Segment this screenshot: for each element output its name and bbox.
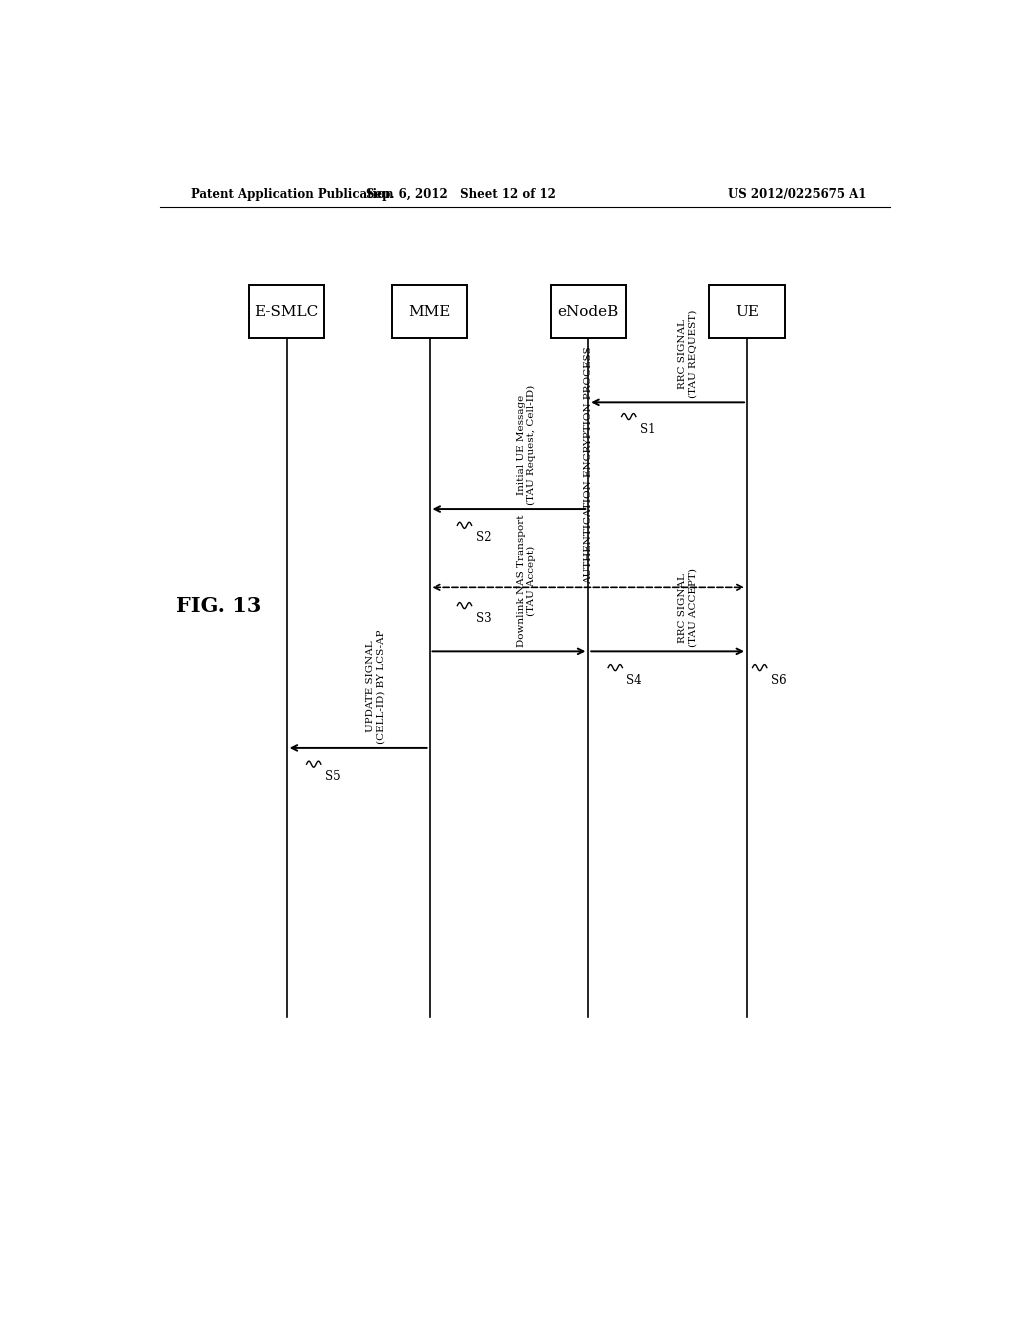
Text: E-SMLC: E-SMLC [255,305,318,319]
Text: UPDATE SIGNAL
(CELL-ID) BY LCS-AP: UPDATE SIGNAL (CELL-ID) BY LCS-AP [366,630,385,744]
Text: Initial UE Message
(TAU Request, Cell-ID): Initial UE Message (TAU Request, Cell-ID… [517,384,537,506]
Bar [710,285,784,338]
Bar [392,285,467,338]
Text: Downlink NAS Transport
(TAU Accept): Downlink NAS Transport (TAU Accept) [517,515,537,647]
Text: US 2012/0225675 A1: US 2012/0225675 A1 [728,187,866,201]
Text: S3: S3 [475,611,492,624]
Text: Sep. 6, 2012   Sheet 12 of 12: Sep. 6, 2012 Sheet 12 of 12 [367,187,556,201]
Text: RRC SIGNAL
(TAU REQUEST): RRC SIGNAL (TAU REQUEST) [678,310,697,399]
Text: AUTHENTICATION ENCRYPTION PROCESS: AUTHENTICATION ENCRYPTION PROCESS [584,347,593,585]
Text: S1: S1 [640,422,655,436]
Text: MME: MME [409,305,451,319]
Text: S6: S6 [771,673,786,686]
Text: eNodeB: eNodeB [558,305,618,319]
Text: S2: S2 [475,532,492,544]
Text: FIG. 13: FIG. 13 [176,595,261,615]
Bar [551,285,626,338]
Text: S5: S5 [325,771,340,783]
Bar [249,285,325,338]
Text: RRC SIGNAL
(TAU ACCEPT): RRC SIGNAL (TAU ACCEPT) [678,569,697,647]
Text: S4: S4 [627,673,642,686]
Text: Patent Application Publication: Patent Application Publication [191,187,394,201]
Text: UE: UE [735,305,759,319]
